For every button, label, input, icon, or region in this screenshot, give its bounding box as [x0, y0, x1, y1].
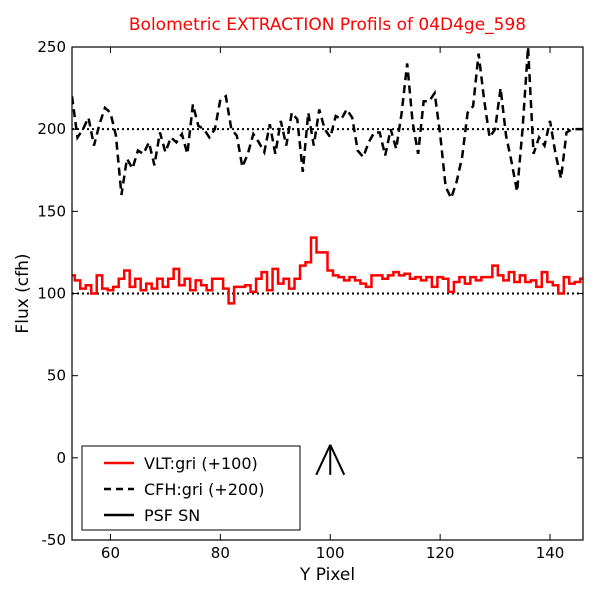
y-tick-label-200: 200	[37, 120, 66, 138]
legend-label-2: PSF SN	[144, 506, 200, 525]
x-tick-label-60: 60	[101, 544, 120, 562]
legend-label-1: CFH:gri (+200)	[144, 480, 265, 499]
x-tick-label-120: 120	[426, 544, 455, 562]
psf-sn-arrow-head-left	[315, 444, 332, 476]
labels-layer: Bolometric EXTRACTION Profils of 04D4ge_…	[13, 15, 526, 585]
y-tick-label-250: 250	[37, 38, 66, 56]
y-tick-label-100: 100	[37, 285, 66, 303]
y-tick-label-150: 150	[37, 202, 66, 220]
x-tick-label-140: 140	[536, 544, 565, 562]
y-tick-label-50: 50	[47, 367, 66, 385]
ticks-layer: 60 80 100 120 140 -50 0 50 100 150 200 250	[37, 38, 583, 562]
psf-sn-arrow-head-right	[329, 444, 346, 476]
y-tick-label-0: 0	[56, 449, 66, 467]
y-axis-label: Flux (cfh)	[13, 253, 33, 333]
x-tick-label-80: 80	[211, 544, 230, 562]
y-tick-label--50: -50	[42, 531, 67, 549]
series-vlt-line	[72, 236, 583, 305]
chart-title: Bolometric EXTRACTION Profils of 04D4ge_…	[129, 15, 526, 35]
series-layer	[72, 47, 583, 476]
legend: VLT:gri (+100) CFH:gri (+200) PSF SN	[81, 445, 301, 531]
x-tick-label-100: 100	[316, 544, 345, 562]
x-axis-label: Y Pixel	[299, 565, 355, 585]
series-cfh-line	[72, 47, 583, 202]
legend-label-0: VLT:gri (+100)	[144, 454, 258, 473]
